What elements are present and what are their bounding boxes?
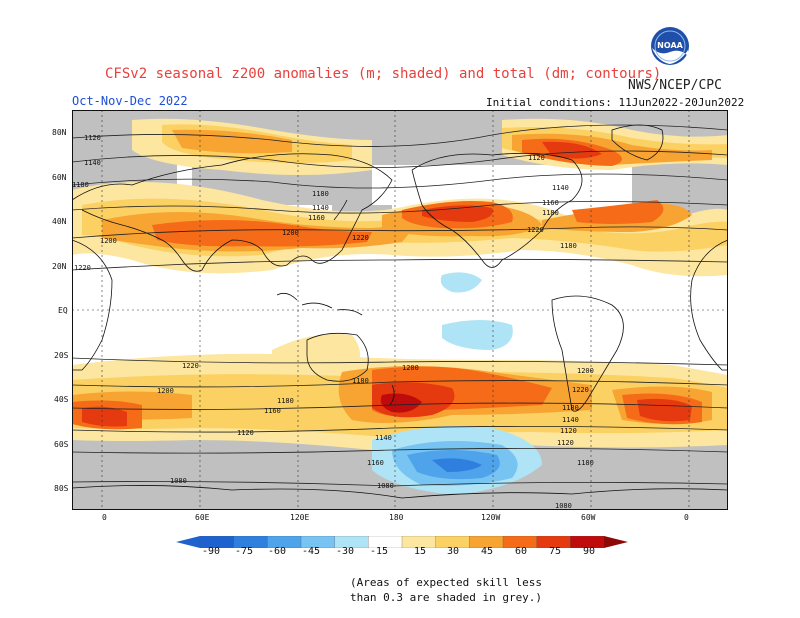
noaa-logo: NOAA — [651, 27, 689, 65]
initial-conditions-label: Initial conditions: 11Jun2022-20Jun2022 — [486, 96, 745, 109]
colorbar-label: -30 — [336, 546, 355, 557]
contour-label: 1220 — [352, 234, 369, 242]
contour-label: 1180 — [352, 377, 369, 385]
contour-label: 1080 — [170, 477, 187, 485]
contour-label: 1180 — [542, 209, 559, 217]
org-label: NWS/NCEP/CPC — [628, 78, 722, 93]
contour-label: 1220 — [182, 362, 199, 370]
graticule — [72, 110, 728, 510]
contour-label: 1120 — [528, 154, 545, 162]
lat-label: 40N — [52, 217, 67, 226]
lat-label: EQ — [58, 306, 68, 315]
contour-label: 1120 — [557, 439, 574, 447]
contour-label: 1140 — [312, 204, 329, 212]
colorbar-label: -60 — [268, 546, 287, 557]
contour-label: 1220 — [74, 264, 91, 272]
lon-label: 60W — [581, 513, 596, 522]
contour-label: 1160 — [542, 199, 559, 207]
contour-label: 1200 — [157, 387, 174, 395]
contour-label: 1180 — [577, 459, 594, 467]
lon-label: 0 — [684, 513, 689, 522]
anomaly-pos-90 — [380, 393, 422, 413]
contour-label: 1200 — [577, 367, 594, 375]
contour-label: 1160 — [308, 214, 325, 222]
contour-label: 1180 — [72, 181, 89, 189]
contour-label: 1200 — [402, 364, 419, 372]
lon-label: 180 — [389, 513, 404, 522]
colorbar-label: -15 — [370, 546, 389, 557]
colorbar-label: 30 — [447, 546, 460, 557]
contour-label: 1220 — [527, 226, 544, 234]
contour-label: 1180 — [560, 242, 577, 250]
colorbar-arrow-left — [176, 536, 200, 548]
chart-title: CFSv2 seasonal z200 anomalies (m; shaded… — [105, 66, 662, 82]
contour-label: 1080 — [555, 502, 572, 510]
contour-label: 1160 — [367, 459, 384, 467]
lon-label: 120W — [481, 513, 501, 522]
contour-label: 1180 — [562, 404, 579, 412]
colorbar-arrow-right — [604, 536, 628, 548]
contour-label: 1160 — [264, 407, 281, 415]
contour-label: 1120 — [84, 134, 101, 142]
colorbar-label: 15 — [414, 546, 427, 557]
noaa-logo-text: NOAA — [657, 41, 683, 50]
lat-label: 20N — [52, 262, 67, 271]
contour-label: 1220 — [572, 386, 589, 394]
anomaly-neg-60 — [432, 458, 482, 472]
colorbar-label: 45 — [481, 546, 494, 557]
footnote-line-2: than 0.3 are shaded in grey.) — [350, 591, 543, 604]
season-label: Oct-Nov-Dec 2022 — [72, 94, 188, 108]
lat-label: 80N — [52, 128, 67, 137]
contour-label: 1120 — [560, 427, 577, 435]
contour-label: 1200 — [282, 229, 299, 237]
coastlines — [72, 124, 728, 499]
contour-labels: 1120 1140 1180 1200 1220 1080 1120 1160 … — [72, 134, 594, 510]
anomaly-map: 1120 1140 1180 1200 1220 1080 1120 1160 … — [72, 110, 728, 510]
footnote-line-1: (Areas of expected skill less — [350, 576, 543, 589]
lon-label: 60E — [195, 513, 210, 522]
map-frame — [72, 110, 728, 510]
colorbar-label: 90 — [583, 546, 596, 557]
lon-label: 120E — [290, 513, 310, 522]
contour-label: 1180 — [312, 190, 329, 198]
lat-label: 60S — [54, 440, 69, 449]
contour-label: 1120 — [237, 429, 254, 437]
colorbar-label: -90 — [202, 546, 221, 557]
colorbar — [176, 536, 628, 548]
contour-label: 1140 — [84, 159, 101, 167]
colorbar-label: 75 — [549, 546, 562, 557]
contour-label: 1140 — [375, 434, 392, 442]
colorbar-label: -45 — [302, 546, 321, 557]
contour-label: 1140 — [552, 184, 569, 192]
colorbar-label: 60 — [515, 546, 528, 557]
lat-label: 40S — [54, 395, 69, 404]
height-contours — [72, 124, 728, 487]
lon-label: 0 — [102, 513, 107, 522]
contour-label: 1080 — [377, 482, 394, 490]
lat-label: 20S — [54, 351, 69, 360]
contour-label: 1180 — [277, 397, 294, 405]
lat-label: 60N — [52, 173, 67, 182]
contour-label: 1200 — [100, 237, 117, 245]
lat-label: 80S — [54, 484, 69, 493]
contour-label: 1140 — [562, 416, 579, 424]
colorbar-label: -75 — [235, 546, 254, 557]
